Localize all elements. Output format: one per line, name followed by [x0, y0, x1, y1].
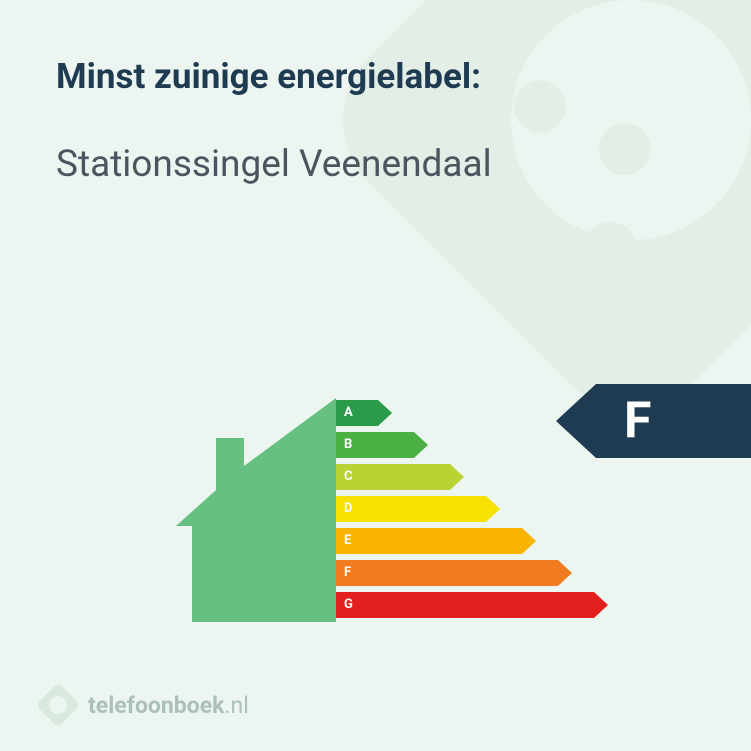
energy-bar-letter-c: C	[344, 464, 353, 490]
energy-bar-letter-d: D	[344, 496, 352, 522]
footer-brand-tld: .nl	[224, 692, 248, 719]
energy-bar-letter-g: G	[344, 592, 353, 618]
current-label-arrow: F	[556, 384, 751, 458]
footer-logo-icon	[35, 682, 80, 727]
current-label-letter: F	[624, 384, 651, 458]
page-subtitle: Stationssingel Veenendaal	[56, 143, 695, 186]
footer-branding: telefoonboek.nl	[42, 689, 249, 721]
footer-brand-text: telefoonboek.nl	[88, 692, 249, 719]
page-title: Minst zuinige energielabel:	[56, 56, 695, 97]
energy-bar-letter-a: A	[344, 400, 353, 426]
energy-bar-letter-f: F	[344, 560, 351, 586]
footer-brand-name: telefoonboek	[88, 692, 224, 719]
house-icon	[176, 398, 336, 626]
energy-bar-letter-e: E	[344, 528, 351, 554]
energy-bar-letter-b: B	[344, 432, 352, 458]
content-area: Minst zuinige energielabel: Stationssing…	[0, 0, 751, 186]
